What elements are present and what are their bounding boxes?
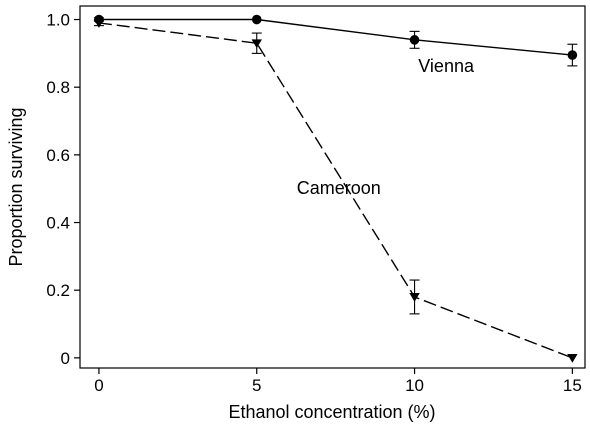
- y-tick-label: 0.2: [46, 281, 70, 300]
- data-point: [93, 19, 105, 28]
- series-label-vienna: Vienna: [418, 56, 475, 76]
- series-line-vienna: [98, 18, 573, 56]
- series-line-cameroon: [98, 22, 573, 359]
- y-tick-label: 0.6: [46, 146, 70, 165]
- data-point: [567, 50, 578, 60]
- data-point: [409, 35, 420, 45]
- y-axis-title: Proportion surviving: [6, 107, 26, 266]
- x-tick-label: 15: [563, 376, 582, 395]
- y-tick-label: 0.8: [46, 78, 70, 97]
- series-cameroon: [93, 19, 578, 363]
- y-tick-label: 0.4: [46, 214, 70, 233]
- data-point: [567, 353, 578, 363]
- data-point: [409, 293, 420, 302]
- y-tick-label: 1.0: [46, 11, 70, 30]
- data-point: [251, 14, 262, 25]
- x-axis-title: Ethanol concentration (%): [228, 402, 435, 422]
- x-tick-label: 0: [94, 376, 103, 395]
- series-label-cameroon: Cameroon: [297, 178, 381, 198]
- x-tick-label: 10: [405, 376, 424, 395]
- plot-frame: [79, 5, 586, 369]
- series-layer: [93, 14, 578, 363]
- series-vienna: [93, 14, 578, 67]
- y-axis-ticks: 0 0.2 0.4 0.6 0.8 1.0: [46, 11, 80, 368]
- x-axis-ticks: 0 5 10 15: [94, 368, 582, 395]
- annotation-layer: Vienna Cameroon: [297, 56, 475, 198]
- data-point: [251, 39, 262, 49]
- y-tick-label: 0: [61, 349, 70, 368]
- x-tick-label: 5: [252, 376, 261, 395]
